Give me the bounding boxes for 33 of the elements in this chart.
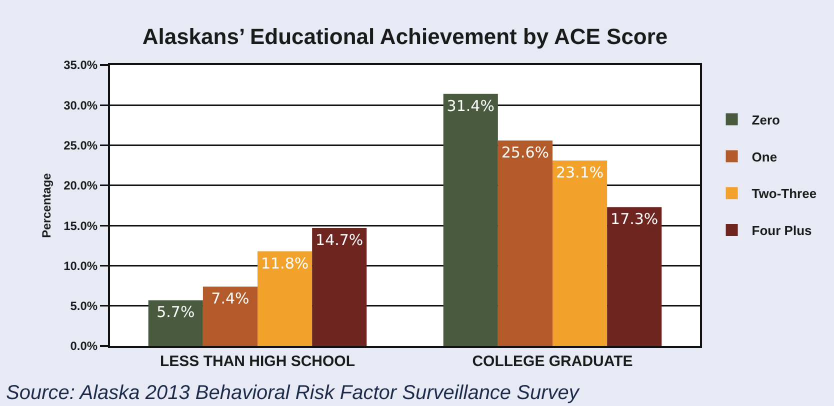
source-note: Source: Alaska 2013 Behavioral Risk Factor Surveillance Survey [6, 382, 580, 404]
legend-label: Zero [752, 112, 780, 128]
y-tick-label: 35.0% [64, 58, 98, 72]
x-tick-label: COLLEGE GRADUATE [472, 353, 633, 370]
x-tick-label: LESS THAN HIGH SCHOOL [160, 353, 356, 370]
bar [443, 94, 498, 346]
data-label: 11.8% [260, 254, 309, 272]
legend-label: One [752, 149, 778, 164]
bar [607, 207, 662, 346]
bar [498, 140, 552, 346]
y-tick-label: 10.0% [64, 258, 98, 273]
data-label: 17.3% [610, 210, 658, 228]
data-label: 25.6% [501, 143, 550, 162]
data-label: 23.1% [556, 164, 604, 182]
bar [552, 160, 608, 346]
legend-label: Four Plus [752, 223, 812, 238]
data-label: 7.4% [211, 290, 250, 308]
data-label: 31.4% [446, 96, 494, 115]
chart-title: Alaskans’ Educational Achievement by ACE Score [142, 24, 668, 50]
bar [202, 286, 258, 346]
data-label: 5.7% [156, 303, 195, 322]
y-tick-label: 20.0% [64, 178, 98, 193]
bar [148, 300, 203, 346]
y-tick-label: 15.0% [64, 218, 98, 233]
y-axis-title: Percentage [39, 172, 54, 238]
data-label: 14.7% [316, 230, 364, 249]
y-tick-label: 0.0% [70, 339, 98, 354]
legend-label: Two-Three [752, 186, 817, 202]
y-tick-label: 25.0% [64, 138, 98, 152]
y-tick-label: 30.0% [64, 98, 98, 112]
y-tick-label: 5.0% [70, 299, 98, 314]
bar [258, 251, 312, 346]
bar [312, 228, 367, 346]
